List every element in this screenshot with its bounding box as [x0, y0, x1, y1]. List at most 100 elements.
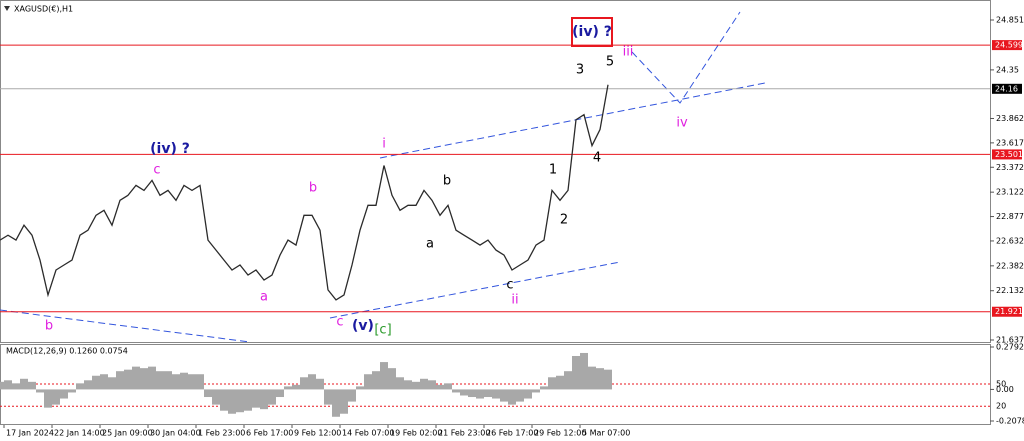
macd-bar	[292, 384, 300, 390]
macd-bar	[252, 389, 260, 408]
annotation: (iv) ?	[150, 141, 190, 157]
y-tick-label: 23.122	[996, 188, 1024, 197]
macd-y-tick-label: -0.2078	[996, 417, 1024, 426]
level-box	[992, 149, 1022, 160]
macd-bar	[124, 369, 132, 390]
macd-bar	[428, 380, 436, 390]
macd-level-label: 20	[996, 402, 1006, 411]
macd-bar	[436, 384, 444, 390]
annotation: b	[443, 174, 451, 189]
macd-bar	[140, 368, 148, 390]
annotation: b	[45, 319, 53, 334]
macd-bar	[164, 371, 172, 390]
macd-bar	[236, 389, 244, 413]
macd-bar	[308, 374, 316, 390]
macd-bar	[4, 380, 12, 390]
macd-y-tick-label: 0.00	[996, 385, 1014, 394]
macd-bar	[340, 389, 348, 414]
y-tick-label: 22.382	[996, 261, 1024, 270]
level-label: 21.921	[995, 307, 1023, 316]
macd-bar	[348, 389, 356, 402]
macd-bar	[188, 374, 196, 390]
macd-bar	[508, 389, 516, 405]
macd-bar	[108, 377, 116, 390]
y-tick-label: 23.617	[996, 138, 1024, 147]
annotation: a	[426, 237, 434, 252]
macd-bar	[380, 362, 388, 390]
macd-bar	[540, 386, 548, 390]
title-icon	[4, 6, 10, 11]
macd-bar	[268, 389, 276, 405]
level-box	[992, 306, 1022, 317]
x-tick-label: 17 Jan 2024	[6, 429, 54, 438]
macd-bar	[180, 372, 188, 390]
annotation: ii	[511, 293, 518, 308]
x-tick-label: 26 Feb 17:00	[486, 429, 538, 438]
macd-y-tick-label: 0.2792	[996, 343, 1024, 352]
x-tick-label: 21 Feb 23:00	[438, 429, 490, 438]
macd-bar	[588, 366, 596, 390]
x-tick-label: 25 Jan 09:00	[102, 429, 153, 438]
macd-bar	[356, 386, 364, 390]
macd-bar	[564, 371, 572, 390]
macd-bar	[76, 383, 84, 390]
annotation: c	[336, 315, 343, 330]
price-line	[0, 84, 609, 301]
trendline	[329, 261, 621, 319]
macd-bar	[244, 389, 252, 411]
macd-bar	[444, 383, 452, 390]
macd-level-label: 50	[996, 380, 1006, 389]
annotation: c	[506, 278, 513, 293]
x-tick-label: 9 Feb 12:00	[294, 429, 341, 438]
macd-bar	[516, 389, 524, 402]
macd-bar	[284, 386, 292, 390]
annotation: [c]	[374, 323, 391, 338]
macd-bar	[412, 381, 420, 390]
level-label: 24.599	[995, 41, 1023, 50]
chart-title: XAGUSD(€),H1	[14, 5, 73, 14]
x-tick-label: 1 Feb 23:00	[198, 429, 245, 438]
level-box	[992, 40, 1022, 51]
macd-bar	[404, 380, 412, 390]
y-tick-label: 23.372	[996, 163, 1024, 172]
x-tick-label: 29 Feb 12:00	[534, 429, 586, 438]
level-box	[992, 83, 1022, 94]
macd-bar	[36, 389, 44, 393]
macd-bar	[484, 389, 492, 398]
macd-bar	[364, 374, 372, 390]
macd-bar	[452, 389, 460, 393]
macd-bar	[68, 389, 76, 393]
level-label: 24.16	[995, 84, 1018, 93]
annotation: 4	[593, 151, 601, 166]
macd-bar	[28, 381, 36, 390]
macd-bar	[220, 389, 228, 411]
macd-bar	[196, 374, 204, 390]
macd-bar	[44, 389, 52, 408]
macd-bar	[12, 383, 20, 390]
x-tick-label: 5 Mar 07:00	[582, 429, 630, 438]
y-tick-label: 22.877	[996, 212, 1024, 221]
y-tick-label: 21.637	[996, 336, 1024, 345]
x-tick-label: 14 Feb 07:00	[342, 429, 394, 438]
annotation: 5	[606, 55, 614, 70]
macd-bar	[460, 389, 468, 396]
macd-bar	[92, 375, 100, 390]
macd-bar	[556, 375, 564, 390]
macd-bar	[524, 389, 532, 399]
x-tick-label: 19 Feb 02:00	[390, 429, 442, 438]
annotation: a	[260, 290, 268, 305]
macd-bar	[132, 366, 140, 390]
macd-bar	[324, 389, 332, 405]
macd-title: MACD(12,26,9) 0.1260 0.0754	[6, 347, 128, 356]
annotation: iii	[623, 45, 634, 60]
annotation: 3	[576, 63, 584, 78]
macd-bar	[596, 368, 604, 390]
macd-bar	[156, 371, 164, 390]
macd-bar	[20, 378, 28, 390]
macd-bar	[548, 377, 556, 390]
macd-bar	[276, 389, 284, 398]
macd-bar	[500, 389, 508, 402]
macd-bar	[604, 369, 612, 390]
